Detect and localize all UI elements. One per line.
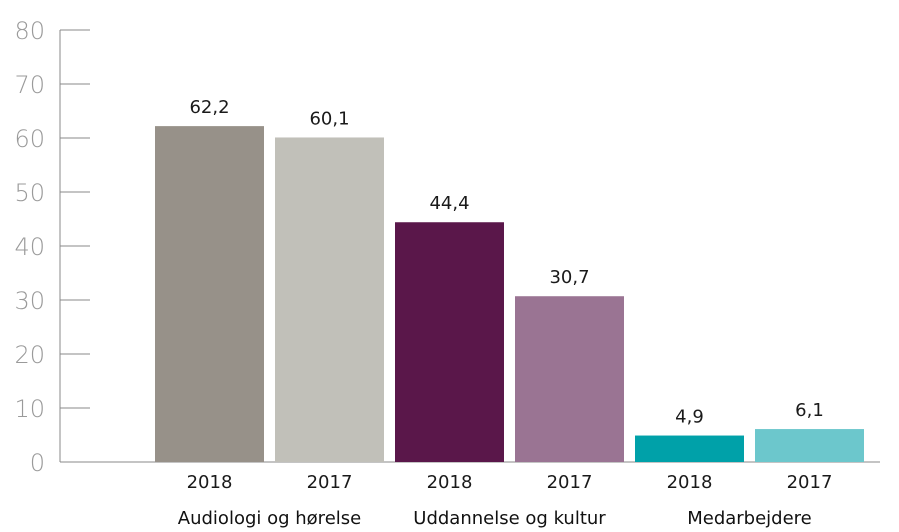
group-labels-group: Audiologi og hørelse Uddannelse og kultur… (178, 508, 812, 529)
y-tick-label: 0 (30, 449, 45, 477)
bar-value-label: 30,7 (549, 267, 589, 288)
bar-value-label: 44,4 (429, 193, 469, 214)
bar-2017 (755, 429, 864, 462)
data-labels-group: 62,2 60,1 44,4 30,7 4,9 6,1 (189, 97, 823, 427)
group-label: Uddannelse og kultur (413, 508, 606, 529)
group-label: Medarbejdere (687, 508, 812, 529)
y-tick-label: 80 (14, 17, 45, 45)
bars-group (155, 126, 864, 463)
bar-2018 (155, 126, 264, 463)
bar-2017 (515, 296, 624, 462)
y-tick-label: 40 (14, 233, 45, 261)
y-tick-label: 70 (14, 71, 45, 99)
y-tick-label: 60 (14, 125, 45, 153)
x-tick-label-year: 2017 (547, 472, 593, 493)
y-axis: 0 10 20 30 40 50 60 70 80 (14, 17, 880, 477)
x-tick-label-year: 2017 (307, 472, 353, 493)
y-tick-label: 10 (14, 395, 45, 423)
bar-value-label: 60,1 (309, 108, 349, 129)
bar-value-label: 4,9 (675, 407, 704, 428)
x-tick-label-year: 2018 (187, 472, 233, 493)
group-label: Audiologi og hørelse (178, 508, 361, 529)
x-tick-labels-group: 2018 2017 2018 2017 2018 2017 (187, 472, 833, 493)
y-tick-label: 50 (14, 179, 45, 207)
bar-value-label: 6,1 (795, 400, 824, 421)
x-tick-label-year: 2018 (667, 472, 713, 493)
x-tick-label-year: 2018 (427, 472, 473, 493)
bar-value-label: 62,2 (189, 97, 229, 118)
bar-2018 (395, 222, 504, 462)
x-tick-label-year: 2017 (787, 472, 833, 493)
y-tick-label: 30 (14, 287, 45, 315)
y-tick-label: 20 (14, 341, 45, 369)
bar-2018 (635, 435, 744, 462)
bar-2017 (275, 137, 384, 462)
